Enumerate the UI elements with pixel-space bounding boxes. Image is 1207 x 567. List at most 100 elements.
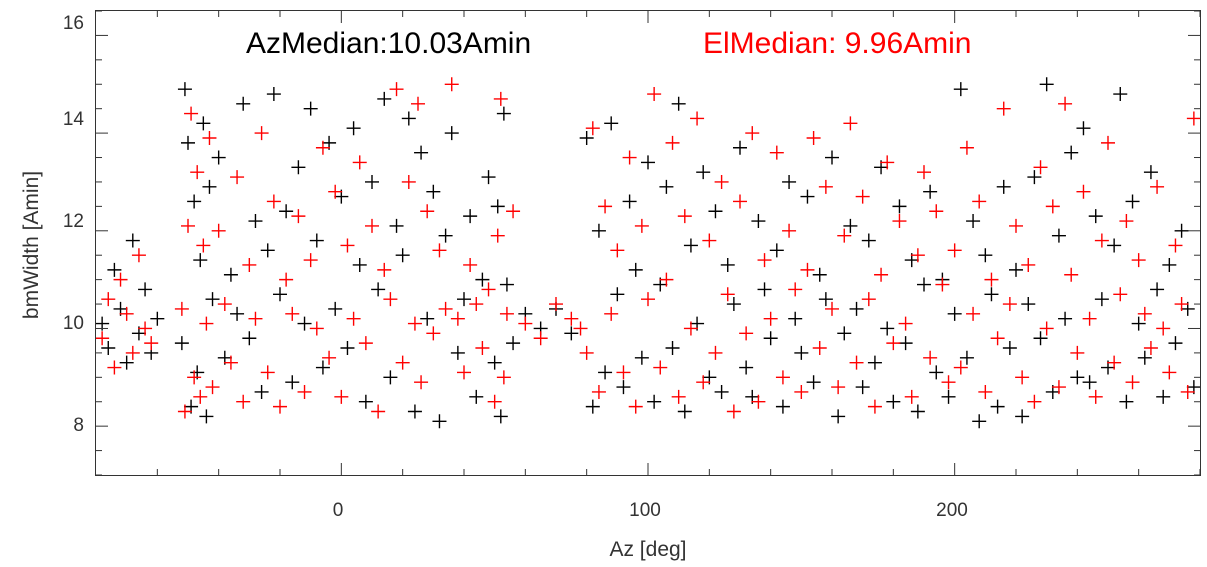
az-data-point — [671, 96, 686, 111]
az-data-point — [806, 375, 821, 390]
az-data-point — [125, 233, 140, 248]
el-data-point — [193, 389, 208, 404]
el-data-point — [518, 316, 533, 331]
el-data-point — [966, 306, 981, 321]
az-data-point — [346, 121, 361, 136]
az-data-point — [303, 101, 318, 116]
el-data-point — [751, 394, 766, 409]
el-data-point — [1033, 160, 1048, 175]
el-data-point — [683, 321, 698, 336]
az-data-point — [665, 341, 680, 356]
el-data-point — [782, 223, 797, 238]
el-data-point — [794, 384, 809, 399]
el-data-point — [487, 394, 502, 409]
el-data-point — [1021, 257, 1036, 272]
el-data-point — [444, 77, 459, 92]
az-data-point — [622, 194, 637, 209]
az-data-point — [794, 345, 809, 360]
el-data-point — [352, 155, 367, 170]
el-data-point — [457, 365, 471, 380]
el-data-point — [340, 238, 355, 253]
el-data-point — [297, 384, 312, 399]
az-data-point — [1070, 370, 1085, 385]
az-data-point — [1174, 223, 1189, 238]
el-data-point — [95, 331, 110, 346]
el-data-point — [990, 331, 1005, 346]
el-data-point — [285, 306, 300, 321]
az-data-point — [377, 91, 392, 106]
el-data-point — [1058, 96, 1073, 111]
el-data-point — [205, 380, 220, 395]
az-data-point — [923, 184, 938, 199]
el-data-point — [812, 341, 827, 356]
el-data-point — [647, 87, 662, 102]
el-data-point — [1186, 111, 1201, 126]
az-data-point — [273, 287, 287, 302]
az-data-point — [101, 341, 116, 356]
az-data-point — [1131, 316, 1146, 331]
y-tick-label: 8 — [73, 415, 84, 436]
az-data-point — [297, 316, 312, 331]
az-data-point — [490, 199, 505, 214]
az-median-annotation: AzMedian:10.03Amin — [246, 27, 531, 60]
el-data-point — [119, 306, 134, 321]
el-data-point — [496, 370, 511, 385]
el-data-point — [420, 204, 435, 219]
el-data-point — [598, 199, 613, 214]
az-data-point — [825, 150, 839, 165]
az-data-point — [1039, 77, 1054, 92]
az-data-point — [616, 380, 631, 395]
el-data-point — [389, 82, 404, 97]
el-data-point — [1156, 321, 1171, 336]
el-data-point — [769, 145, 784, 160]
az-data-point — [683, 238, 698, 253]
el-data-point — [591, 384, 606, 399]
az-data-point — [469, 389, 484, 404]
el-data-point — [291, 209, 306, 224]
el-data-point — [702, 233, 717, 248]
el-data-point — [1113, 287, 1128, 302]
el-data-point — [1088, 389, 1103, 404]
el-data-point — [371, 404, 386, 419]
el-data-point — [690, 111, 705, 126]
az-data-point — [291, 160, 306, 175]
az-data-point — [831, 409, 846, 424]
el-data-point — [131, 248, 146, 263]
el-data-point — [346, 311, 361, 326]
az-data-point — [714, 384, 729, 399]
el-data-point — [1009, 218, 1023, 233]
el-data-point — [849, 355, 864, 370]
el-data-point — [174, 301, 189, 316]
az-data-point — [751, 214, 766, 229]
el-data-point — [248, 311, 263, 326]
el-data-point — [254, 126, 269, 141]
el-data-point — [113, 272, 128, 287]
el-data-point — [708, 345, 723, 360]
el-data-point — [874, 267, 889, 282]
az-data-point — [843, 218, 858, 233]
el-data-point — [1015, 370, 1030, 385]
el-data-point — [223, 355, 238, 370]
az-data-point — [818, 292, 833, 307]
az-data-point — [996, 179, 1011, 194]
az-data-point — [892, 199, 907, 214]
el-data-point — [125, 345, 140, 360]
el-data-point — [1168, 238, 1183, 253]
el-data-point — [328, 184, 343, 199]
az-data-point — [450, 345, 465, 360]
el-data-point — [1045, 199, 1060, 214]
az-data-point — [1143, 165, 1158, 180]
el-data-point — [604, 306, 619, 321]
az-data-point — [506, 336, 521, 351]
az-data-point — [585, 399, 600, 414]
az-data-point — [1125, 194, 1140, 209]
az-data-point — [1033, 331, 1048, 346]
el-data-point — [831, 380, 846, 395]
az-data-point — [266, 87, 281, 102]
az-data-point — [1119, 394, 1134, 409]
az-data-point — [929, 365, 944, 380]
el-data-point — [837, 228, 852, 243]
az-data-point — [248, 214, 263, 229]
y-tick-label: 14 — [63, 109, 85, 130]
